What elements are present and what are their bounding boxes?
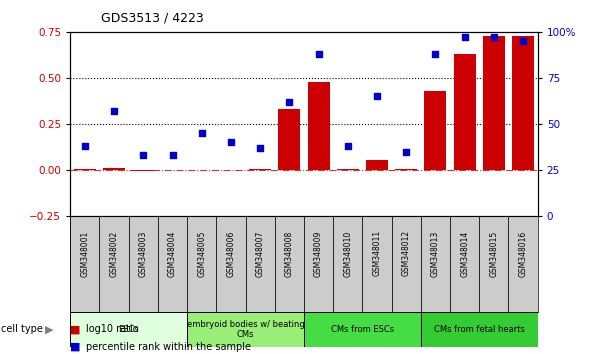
Bar [512, 35, 534, 170]
Bar [70, 216, 100, 312]
Text: GSM348001: GSM348001 [81, 230, 89, 276]
Text: GSM348012: GSM348012 [401, 230, 411, 276]
Bar [362, 216, 392, 312]
Text: cell type: cell type [1, 324, 43, 334]
Text: CMs from fetal hearts: CMs from fetal hearts [434, 325, 525, 334]
Point [80, 143, 90, 149]
Text: GSM348013: GSM348013 [431, 230, 440, 276]
Text: embryoid bodies w/ beating
CMs: embryoid bodies w/ beating CMs [187, 320, 304, 339]
Bar [304, 312, 421, 347]
Text: ESCs: ESCs [119, 325, 139, 334]
Point [518, 38, 528, 44]
Text: GDS3513 / 4223: GDS3513 / 4223 [101, 12, 203, 25]
Bar [187, 216, 216, 312]
Bar [103, 168, 125, 170]
Text: GSM348008: GSM348008 [285, 230, 294, 276]
Bar [454, 54, 475, 170]
Bar [366, 160, 388, 170]
Point [372, 93, 382, 99]
Point [459, 35, 469, 40]
Bar [337, 169, 359, 170]
Text: GSM348010: GSM348010 [343, 230, 353, 276]
Bar [421, 312, 538, 347]
Point [401, 149, 411, 154]
Bar [450, 216, 479, 312]
Text: GSM348006: GSM348006 [227, 230, 235, 277]
Point [109, 108, 119, 114]
Text: GSM348002: GSM348002 [109, 230, 119, 276]
Bar [508, 216, 538, 312]
Text: GSM348016: GSM348016 [519, 230, 527, 276]
Bar [479, 216, 508, 312]
Bar [133, 170, 154, 171]
Point [313, 51, 323, 57]
Bar [395, 169, 417, 170]
Text: GSM348003: GSM348003 [139, 230, 148, 277]
Bar [100, 216, 129, 312]
Point [167, 152, 177, 158]
Point [255, 145, 265, 151]
Point [197, 130, 207, 136]
Bar [279, 109, 301, 170]
Text: ▶: ▶ [45, 324, 53, 334]
Bar [483, 35, 505, 170]
Text: GSM348004: GSM348004 [168, 230, 177, 277]
Text: ■: ■ [70, 324, 84, 334]
Text: log10 ratio: log10 ratio [86, 324, 138, 334]
Text: CMs from ESCs: CMs from ESCs [331, 325, 394, 334]
Point [431, 51, 441, 57]
Text: GSM348011: GSM348011 [373, 230, 381, 276]
Bar [333, 216, 362, 312]
Point [226, 139, 236, 145]
Bar [249, 169, 271, 170]
Point [285, 99, 295, 105]
Bar [304, 216, 333, 312]
Bar [74, 169, 96, 170]
Bar [307, 82, 329, 170]
Text: ■: ■ [70, 342, 84, 352]
Text: GSM348009: GSM348009 [314, 230, 323, 277]
Text: percentile rank within the sample: percentile rank within the sample [86, 342, 251, 352]
Bar [70, 312, 187, 347]
Bar [216, 216, 246, 312]
Bar [392, 216, 421, 312]
Bar [246, 216, 275, 312]
Text: GSM348007: GSM348007 [255, 230, 265, 277]
Bar [275, 216, 304, 312]
Bar [425, 91, 447, 170]
Text: GSM348014: GSM348014 [460, 230, 469, 276]
Text: GSM348015: GSM348015 [489, 230, 499, 276]
Bar [187, 312, 304, 347]
Bar [129, 216, 158, 312]
Bar [191, 170, 213, 171]
Bar [421, 216, 450, 312]
Point [489, 35, 499, 40]
Text: GSM348005: GSM348005 [197, 230, 207, 277]
Bar [158, 216, 187, 312]
Point [139, 152, 148, 158]
Point [343, 143, 353, 149]
